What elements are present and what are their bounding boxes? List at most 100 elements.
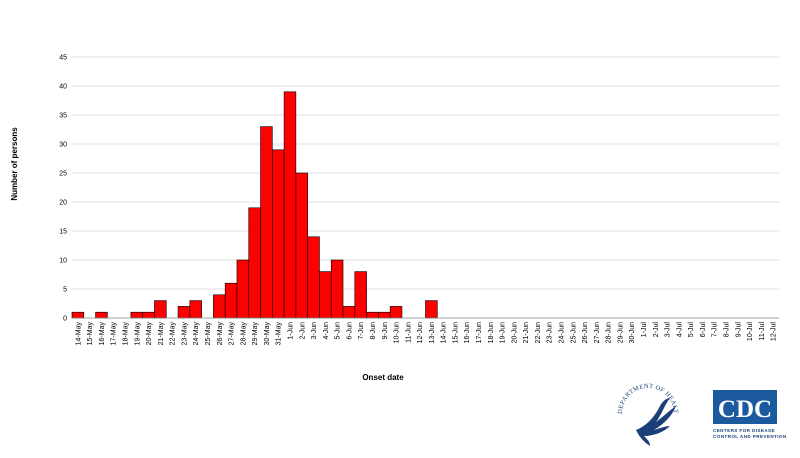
cdc-logo: CDC CENTERS FOR DISEASE CONTROL AND PREV… (713, 390, 787, 439)
x-tick-label: 27-Jun (594, 322, 601, 344)
y-tick-label: 35 (59, 113, 67, 120)
x-tick-label: 22-May (170, 322, 177, 346)
x-tick-label: 25-May (205, 322, 212, 346)
bar (154, 300, 167, 319)
y-tick-labels: 0 5 10 15 20 25 30 35 40 45 (59, 55, 67, 323)
x-tick-label: 21-Jun (523, 322, 530, 344)
x-tick-label: 23-May (181, 322, 188, 346)
x-tick-label: 17-Jun (476, 322, 483, 344)
x-tick-label: 3-Jun (311, 322, 318, 340)
y-tick-label: 20 (59, 200, 67, 207)
bar (213, 294, 226, 319)
y-axis-title: Number of persons (10, 127, 19, 201)
x-tick-label: 21-May (158, 322, 165, 346)
x-tick-label: 22-Jun (535, 322, 542, 344)
x-tick-label: 31-May (276, 322, 283, 346)
x-tick-label: 16-Jun (464, 322, 471, 344)
hhs-logo-text: DEPARTMENT OF HEALTH & HUMAN SERVICES US… (610, 376, 679, 414)
cdc-tagline-1: CENTERS FOR DISEASE (713, 428, 775, 433)
x-tick-label: 28-May (240, 322, 247, 346)
x-tick-label: 18-Jun (488, 322, 495, 344)
bar (342, 306, 356, 319)
y-tick-label: 15 (59, 229, 67, 236)
x-tick-label: 27-May (229, 322, 236, 346)
bar (272, 149, 285, 319)
x-tick-label: 1-Jun (287, 322, 294, 340)
y-tick-label: 45 (59, 55, 67, 62)
x-tick-label: 5-Jun (335, 322, 342, 340)
x-tick-label: 20-May (146, 322, 153, 346)
x-tick-label: 26-Jun (582, 322, 589, 344)
bar (283, 91, 297, 319)
x-tick-label: 6-Jun (346, 322, 353, 340)
x-tick-label: 18-May (123, 322, 130, 346)
x-tick-label: 1-Jul (641, 322, 648, 338)
x-tick-label: 14-Jun (441, 322, 448, 344)
bar (142, 311, 155, 319)
bar (366, 311, 379, 319)
x-tick-label: 10-Jul (747, 322, 754, 342)
x-tick-label: 12-Jun (417, 322, 424, 344)
x-tick-label: 4-Jul (676, 322, 683, 338)
bar (189, 300, 202, 319)
bar (354, 271, 367, 319)
x-tick-label: 10-Jun (394, 322, 401, 344)
x-tick-label: 2-Jul (653, 322, 660, 338)
x-tick-label: 13-Jun (429, 322, 436, 344)
bar (307, 236, 320, 319)
y-tick-label: 0 (63, 316, 67, 323)
x-tick-label: 8-Jun (370, 322, 377, 340)
x-tick-labels: 14-May 15-May 16-May 17-May 18-May 19-May 20-M… (75, 322, 777, 346)
x-tick-label: 29-Jun (617, 322, 624, 344)
x-tick-label: 9-Jun (382, 322, 389, 340)
x-tick-label: 24-May (193, 322, 200, 346)
x-tick-label: 2-Jun (299, 322, 306, 340)
x-tick-label: 14-May (75, 322, 82, 346)
x-tick-label: 17-May (111, 322, 118, 346)
x-tick-label: 6-Jul (700, 322, 707, 338)
y-tick-label: 10 (59, 258, 67, 265)
hhs-eagle-icon (636, 398, 676, 446)
bar (330, 259, 344, 319)
bar (236, 259, 250, 319)
y-tick-label: 30 (59, 142, 67, 149)
x-tick-label: 7-Jul (712, 322, 719, 338)
x-tick-label: 30-Jun (629, 322, 636, 344)
x-tick-label: 19-May (134, 322, 141, 346)
cdc-logo-letters: CDC (718, 396, 772, 423)
x-tick-label: 11-Jul (759, 322, 766, 341)
cdc-logo-box (713, 390, 777, 424)
x-tick-label: 15-May (87, 322, 94, 346)
hhs-logo: DEPARTMENT OF HEALTH & HUMAN SERVICES US… (610, 376, 679, 446)
x-tick-label: 16-May (99, 322, 106, 346)
x-axis-title: Onset date (362, 373, 404, 382)
bar (295, 172, 308, 319)
x-tick-label: 15-Jun (452, 322, 459, 344)
bar (260, 126, 273, 319)
x-tick-label: 29-May (252, 322, 259, 346)
bar (71, 311, 85, 319)
y-tick-label: 25 (59, 171, 67, 178)
bar (177, 306, 191, 319)
x-tick-label: 20-Jun (511, 322, 518, 344)
bar (95, 311, 108, 319)
bar (378, 311, 391, 319)
x-tick-label: 30-May (264, 322, 271, 346)
bar (425, 300, 438, 319)
x-tick-label: 7-Jun (358, 322, 365, 340)
x-tick-label: 4-Jun (323, 322, 330, 340)
cdc-tagline-2: CONTROL AND PREVENTION (713, 434, 787, 439)
bar (224, 282, 238, 319)
x-tick-label: 11-Jun (405, 322, 412, 343)
agency-logos: DEPARTMENT OF HEALTH & HUMAN SERVICES US… (610, 376, 787, 446)
y-tick-label: 40 (59, 84, 67, 91)
gridlines (72, 56, 779, 290)
bar (248, 207, 261, 319)
y-tick-label: 5 (63, 287, 67, 294)
bars (71, 91, 438, 319)
bar (130, 311, 144, 319)
bar (319, 271, 332, 319)
bar (389, 306, 403, 319)
x-tick-label: 19-Jun (500, 322, 507, 344)
